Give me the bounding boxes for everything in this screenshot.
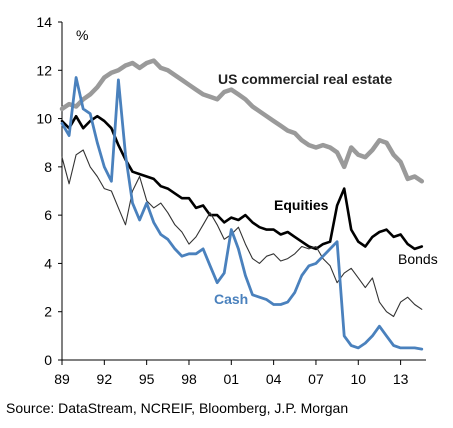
x-tick-label: 89 — [54, 371, 70, 387]
series-line-cash — [60, 76, 424, 351]
series-label-cash: Cash — [214, 291, 248, 307]
y-tick-label: 8 — [44, 159, 52, 175]
y-tick-label: 0 — [44, 352, 52, 368]
series-line-us-commercial-real-estate — [59, 58, 425, 184]
x-tick-label: 07 — [308, 371, 324, 387]
y-tick-label: 12 — [36, 62, 52, 78]
y-tick-label: 10 — [36, 111, 52, 127]
series-label-bonds: Bonds — [398, 251, 438, 267]
x-tick-label: 92 — [97, 371, 113, 387]
series-label-commercial-real-estate: US commercial real estate — [218, 71, 393, 87]
x-tick-label: 01 — [224, 371, 240, 387]
series-label-equities: Equities — [274, 197, 329, 213]
y-tick-label: 4 — [44, 255, 52, 271]
x-tick-label: 98 — [181, 371, 197, 387]
y-axis: 0 2 4 6 8 10 12 14 — [36, 14, 63, 368]
x-tick-label: 13 — [393, 371, 409, 387]
x-tick-label: 04 — [266, 371, 282, 387]
x-axis: 89 92 95 98 01 04 07 10 13 — [54, 359, 426, 387]
source-note: Source: DataStream, NCREIF, Bloomberg, J… — [6, 400, 349, 416]
x-tick-label: 10 — [350, 371, 366, 387]
series-layer — [59, 58, 425, 351]
y-axis-unit-label: % — [76, 27, 88, 43]
y-tick-label: 14 — [36, 14, 52, 30]
x-tick-label: 95 — [139, 371, 155, 387]
y-tick-label: 2 — [44, 304, 52, 320]
y-tick-label: 6 — [44, 207, 52, 223]
series-line-bonds — [61, 149, 423, 318]
series-line-equities — [60, 114, 424, 251]
